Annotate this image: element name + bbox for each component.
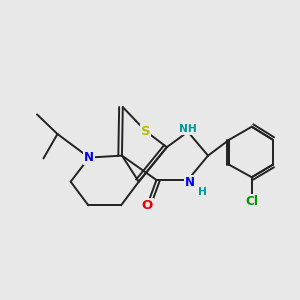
- Text: NH: NH: [179, 124, 197, 134]
- Text: Cl: Cl: [245, 194, 258, 208]
- Text: N: N: [185, 176, 195, 189]
- Text: H: H: [198, 187, 207, 197]
- Text: S: S: [141, 125, 151, 138]
- Text: O: O: [142, 199, 153, 212]
- Text: N: N: [84, 151, 94, 164]
